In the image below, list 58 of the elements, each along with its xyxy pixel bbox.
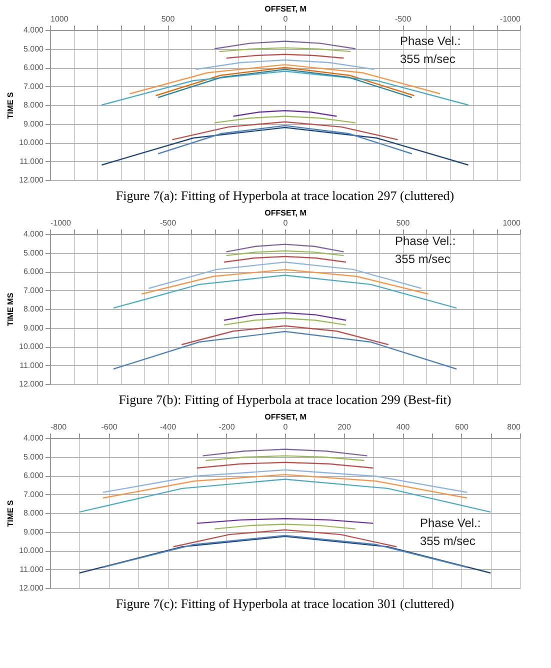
x-tick-label: 800 [507, 422, 522, 432]
y-tick-label: 6.000 [23, 63, 44, 72]
y-axis-title: TIME MS [6, 292, 16, 326]
x-tick-label: -200 [218, 422, 236, 432]
y-tick-label: 8.000 [23, 100, 44, 110]
y-tick-label: 5.000 [23, 452, 44, 462]
x-tick-label: 400 [396, 422, 410, 432]
x-tick-label: 1000 [50, 14, 69, 24]
y-tick-label: 10.000 [19, 138, 44, 147]
y-tick-label: 12.000 [19, 380, 44, 388]
y-tick-label: 5.000 [23, 248, 44, 258]
x-tick-label: -500 [394, 14, 412, 24]
y-axis-title: TIME S [6, 92, 16, 119]
x-tick-label: -800 [50, 422, 68, 432]
y-tick-label: 12.000 [19, 176, 44, 184]
x-tick-label: 0 [283, 422, 288, 432]
y-tick-label: 5.000 [23, 44, 44, 54]
x-axis-title: OFFSET, M [264, 4, 307, 14]
y-tick-label: 6.000 [23, 471, 44, 480]
y-tick-label: 4.000 [23, 230, 44, 238]
y-axis-title: TIME S [6, 500, 16, 527]
text: Figure 7(b): Fitting of Hyperbola at trace location 299 (Best-fit) [118, 392, 452, 407]
x-tick-label: -1000 [500, 14, 522, 24]
y-tick-label: 7.000 [23, 286, 44, 295]
y-tick-label: 8.000 [23, 304, 44, 314]
y-tick-label: 6.000 [23, 267, 44, 276]
y-tick-label: 4.000 [23, 434, 44, 442]
x-tick-label: 200 [338, 422, 352, 432]
y-tick-label: 4.000 [23, 26, 44, 34]
annotation: Phase Vel.: 355 m/sec [395, 234, 456, 266]
annotation: Phase Vel.: 355 m/sec [400, 34, 461, 66]
x-tick-label: 0 [283, 14, 288, 24]
y-tick-label: 7.000 [23, 82, 44, 91]
text: Figure 7(a): Fitting of Hyperbola at trace location 297 (cluttered) [116, 188, 454, 203]
x-tick-label: -1000 [50, 218, 72, 228]
y-tick-label: 9.000 [23, 323, 44, 332]
x-tick-label: 500 [396, 218, 410, 228]
x-axis-title: OFFSET, M [264, 208, 307, 218]
x-tick-label: 1000 [502, 218, 522, 228]
x-tick-label: 600 [455, 422, 469, 432]
y-tick-label: 9.000 [23, 527, 44, 536]
y-tick-label: 10.000 [19, 546, 44, 555]
y-tick-label: 11.000 [20, 564, 44, 574]
y-tick-label: 11.000 [20, 156, 44, 166]
x-tick-label: -400 [160, 422, 177, 432]
y-tick-label: 10.000 [19, 342, 44, 351]
x-axis-title: OFFSET, M [264, 412, 307, 422]
text: Figure 7(c): Fitting of Hyperbola at trace location 301 (cluttered) [116, 596, 454, 611]
y-tick-label: 8.000 [23, 508, 44, 518]
x-tick-label: -500 [160, 218, 177, 228]
y-tick-label: 9.000 [23, 119, 44, 128]
y-tick-label: 11.000 [20, 360, 44, 370]
annotation: Phase Vel.: 355 m/sec [420, 516, 481, 548]
x-tick-label: 500 [161, 14, 176, 24]
x-tick-label: -600 [101, 422, 118, 432]
y-tick-label: 12.000 [19, 584, 44, 592]
y-tick-label: 7.000 [23, 490, 44, 499]
x-tick-label: 0 [283, 218, 288, 228]
